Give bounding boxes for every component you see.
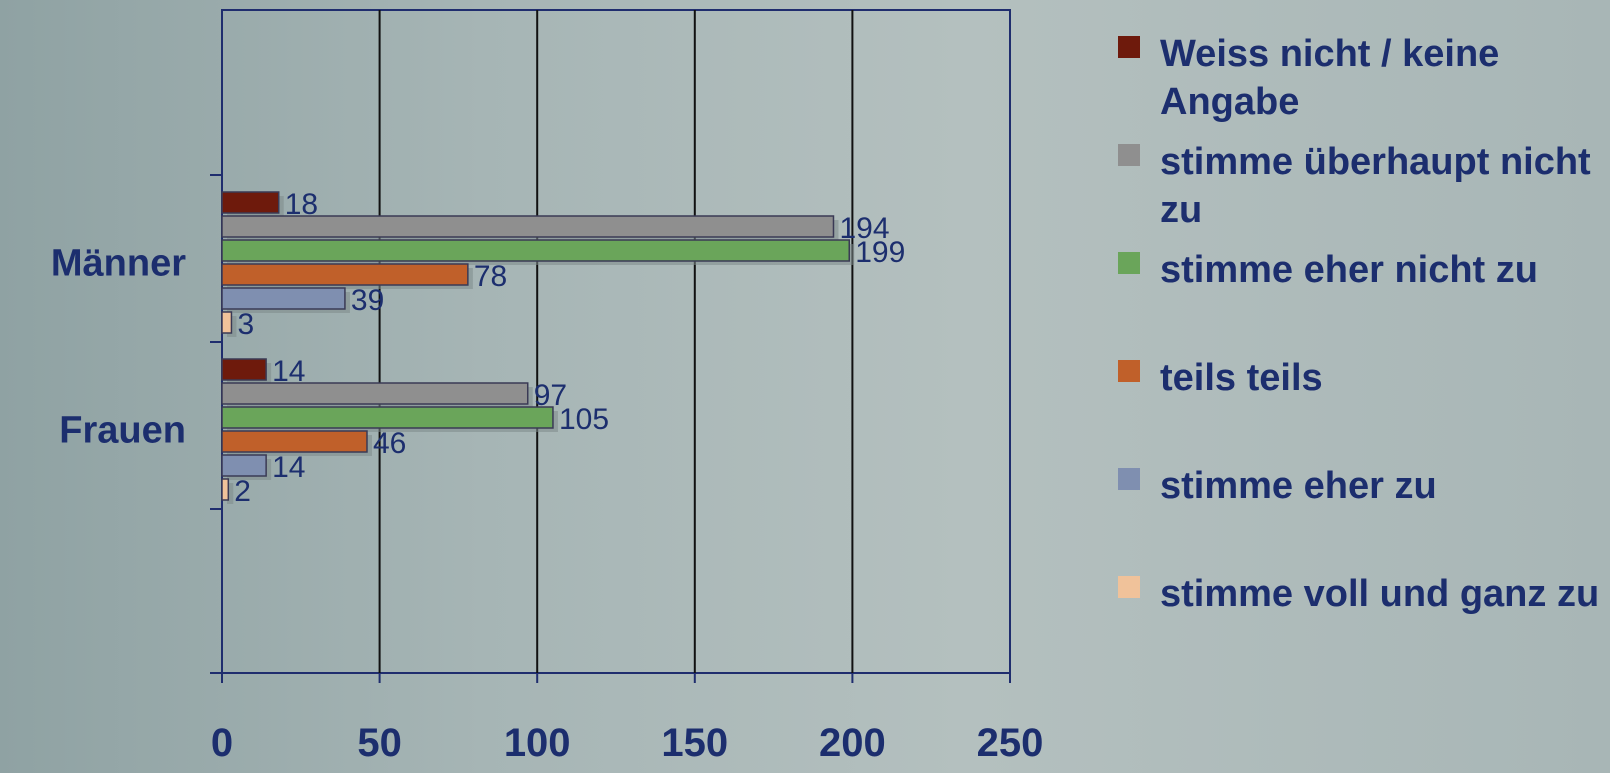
bar: [221, 478, 230, 501]
legend-label: stimme eher nicht zu: [1160, 249, 1538, 291]
data-label: 2: [234, 475, 251, 508]
bar: [221, 454, 267, 477]
bar: [221, 406, 554, 429]
x-tick-label: 250: [977, 721, 1044, 765]
x-tick-label: 0: [211, 721, 233, 765]
data-label: 39: [351, 284, 384, 317]
bar: [221, 430, 368, 453]
legend-label: stimme überhaupt nicht zu: [1160, 141, 1591, 231]
legend-swatch: [1118, 468, 1140, 490]
data-label: 46: [373, 427, 406, 460]
bar: [221, 239, 850, 262]
legend-swatch: [1118, 576, 1140, 598]
bar: [221, 311, 233, 334]
bar: [221, 382, 529, 405]
data-label: 14: [272, 451, 305, 484]
bar: [221, 191, 280, 214]
legend-label: Weiss nicht / keine Angabe: [1160, 33, 1500, 123]
category-label: Männer: [51, 243, 186, 285]
x-tick-label: 100: [504, 721, 571, 765]
bar: [221, 215, 835, 238]
legend-label: stimme eher zu: [1160, 465, 1437, 507]
data-label: 3: [237, 308, 254, 341]
x-tick-label: 200: [819, 721, 886, 765]
legend-swatch: [1118, 36, 1140, 58]
category-label: Frauen: [59, 410, 186, 452]
bar: [221, 358, 267, 381]
data-label: 78: [474, 260, 507, 293]
legend-label: stimme voll und ganz zu: [1160, 573, 1600, 615]
legend-swatch: [1118, 360, 1140, 382]
legend-swatch: [1118, 252, 1140, 274]
data-label: 199: [855, 236, 905, 269]
bar: [221, 263, 469, 286]
legend-swatch: [1118, 144, 1140, 166]
plot-area: [221, 9, 1011, 674]
bar-shadow: [227, 483, 234, 504]
bar: [221, 287, 346, 310]
x-tick-label: 150: [661, 721, 728, 765]
data-label: 105: [559, 403, 609, 436]
x-tick-label: 50: [357, 721, 402, 765]
legend-label: teils teils: [1160, 357, 1323, 399]
